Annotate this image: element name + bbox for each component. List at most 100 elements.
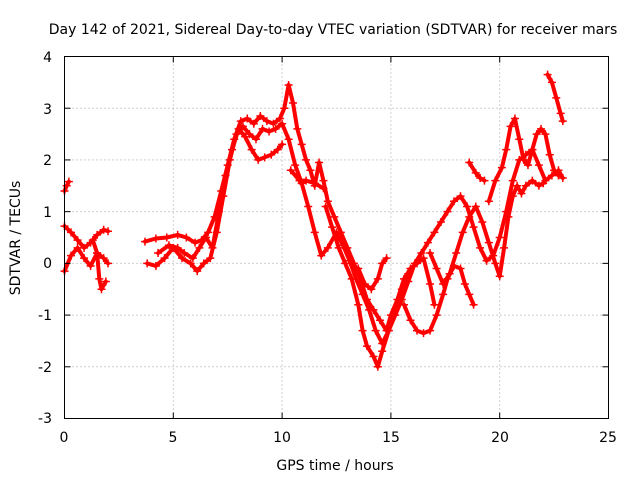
data-point-marker [534, 181, 543, 190]
data-point-marker [286, 166, 295, 175]
data-point-marker [67, 251, 76, 260]
x-axis-label: GPS time / hours [276, 458, 393, 474]
data-point-marker [469, 223, 478, 232]
data-point-marker [504, 212, 513, 221]
data-point-marker [413, 326, 422, 335]
data-point-marker [275, 114, 284, 123]
x-tick-labels: 0 5 10 15 20 25 [60, 430, 617, 446]
data-point-marker [199, 259, 208, 268]
series-track-9 [321, 202, 413, 371]
data-point-marker [369, 352, 378, 361]
data-point-marker [471, 168, 480, 177]
data-point-marker [362, 342, 371, 351]
data-point-marker [430, 300, 439, 309]
data-point-marker [480, 176, 489, 185]
data-point-marker [293, 124, 302, 133]
data-point-marker [354, 264, 363, 273]
series-line [467, 160, 487, 183]
data-point-marker [88, 236, 97, 245]
data-point-marker [73, 236, 82, 245]
data-point-marker [376, 316, 385, 325]
data-point-marker [476, 174, 485, 183]
data-point-marker [238, 122, 247, 131]
y-tick-label: 3 [43, 102, 52, 118]
data-point-marker [532, 130, 541, 139]
x-tick-label: 5 [169, 430, 178, 446]
data-point-marker [271, 124, 280, 133]
data-point-marker [304, 202, 313, 211]
series-track-15 [543, 70, 567, 126]
data-point-marker [310, 179, 319, 188]
data-point-marker [406, 316, 415, 325]
data-point-marker [528, 176, 537, 185]
series-track-10 [354, 254, 391, 294]
data-point-marker [465, 212, 474, 221]
data-point-marker [317, 251, 326, 260]
data-point-marker [397, 285, 406, 294]
data-point-marker [258, 124, 267, 133]
data-point-marker [478, 217, 487, 226]
data-point-marker [354, 300, 363, 309]
data-point-marker [284, 135, 293, 144]
data-point-marker [537, 124, 546, 133]
data-point-marker [484, 197, 493, 206]
data-point-marker [86, 261, 95, 270]
series-track-1 [60, 177, 73, 195]
data-point-marker [262, 117, 271, 126]
data-point-marker [260, 153, 269, 162]
data-point-marker [476, 243, 485, 252]
data-point-marker [67, 228, 76, 237]
series-track-13 [465, 158, 489, 185]
data-point-marker [513, 181, 522, 190]
data-point-marker [188, 254, 197, 263]
data-point-marker [508, 176, 517, 185]
data-point-marker [373, 362, 382, 371]
data-point-marker [288, 99, 297, 108]
data-point-marker [510, 114, 519, 123]
data-point-marker [452, 249, 461, 258]
data-point-marker [456, 264, 465, 273]
data-point-marker [360, 280, 369, 289]
data-point-marker [534, 161, 543, 170]
data-point-marker [180, 249, 189, 258]
data-point-marker [508, 192, 517, 201]
series-line [143, 82, 437, 333]
data-point-marker [310, 228, 319, 237]
data-point-marker [410, 259, 419, 268]
data-point-marker [269, 119, 278, 128]
data-point-marker [151, 234, 160, 243]
data-point-marker [543, 70, 552, 79]
data-point-marker [321, 202, 330, 211]
data-point-marker [426, 326, 435, 335]
data-point-marker [191, 238, 200, 247]
data-point-marker [221, 171, 230, 180]
data-point-marker [97, 285, 106, 294]
data-point-marker [426, 280, 435, 289]
data-point-marker [241, 132, 250, 141]
data-point-marker [193, 267, 202, 276]
data-point-marker [291, 161, 300, 170]
data-point-marker [151, 261, 160, 270]
series-line [428, 178, 546, 286]
y-axis-label: SDTVAR / TECUs [8, 181, 24, 296]
data-point-marker [497, 163, 506, 172]
data-point-marker [378, 347, 387, 356]
data-series [60, 70, 567, 371]
data-point-marker [273, 145, 282, 154]
data-point-marker [552, 93, 561, 102]
data-point-marker [101, 277, 110, 286]
data-point-marker [439, 280, 448, 289]
series-track-5 [141, 80, 439, 335]
series-track-4 [88, 236, 110, 294]
data-point-marker [319, 176, 328, 185]
data-point-marker [182, 233, 191, 242]
data-point-marker [256, 111, 265, 120]
data-point-marker [502, 145, 511, 154]
y-tick-label: 2 [43, 153, 52, 169]
data-point-marker [521, 181, 530, 190]
data-point-marker [64, 177, 73, 186]
data-point-marker [515, 135, 524, 144]
data-point-marker [491, 259, 500, 268]
data-point-marker [99, 254, 108, 263]
